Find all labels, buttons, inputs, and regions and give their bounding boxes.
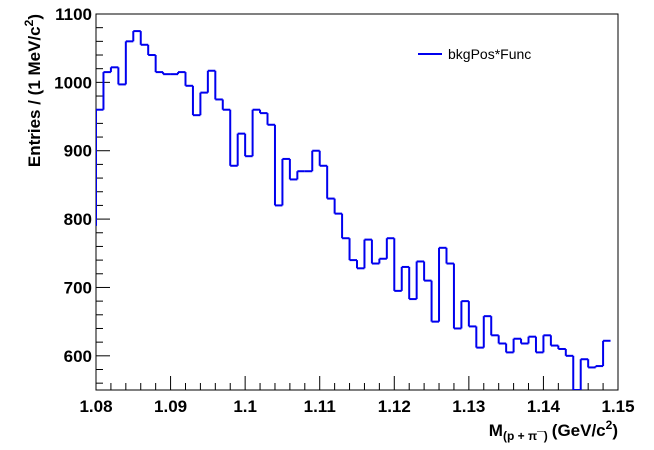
x-tick-label: 1.09	[154, 397, 187, 416]
x-tick-label: 1.11	[304, 397, 336, 416]
histogram-series	[96, 30, 611, 390]
x-tick-label: 1.13	[452, 397, 485, 416]
x-tick-label: 1.15	[601, 397, 634, 416]
y-tick-label: 1000	[54, 73, 92, 92]
y-tick-label: 800	[64, 210, 92, 229]
y-tick-label: 700	[64, 278, 92, 297]
y-axis-label: Entries / (1 MeV/c2)	[22, 14, 44, 167]
plot-frame	[95, 13, 619, 391]
y-tick-label: 600	[64, 347, 92, 366]
x-tick-label: 1.12	[378, 397, 411, 416]
legend-label: bkgPos*Func	[448, 46, 531, 62]
x-tick-label: 1.14	[527, 397, 561, 416]
y-tick-label: 1100	[55, 5, 92, 24]
y-tick-label: 900	[64, 142, 92, 161]
x-tick-label: 1.1	[233, 397, 257, 416]
x-axis-label: M(p + π¯) (GeV/c2)	[489, 418, 618, 443]
x-tick-label: 1.08	[79, 397, 112, 416]
